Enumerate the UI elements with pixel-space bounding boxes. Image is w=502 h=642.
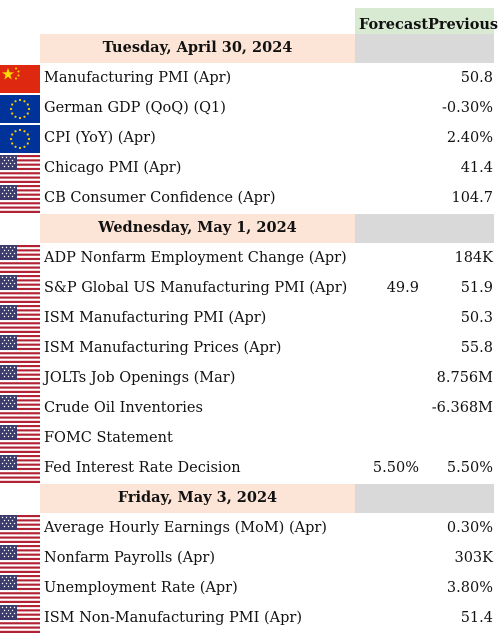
event-row: German GDP (QoQ) (Q1) -0.30% [0, 94, 502, 124]
us-flag-icon [0, 185, 40, 213]
previous-value: 55.8 [460, 340, 493, 356]
date-header-row: Tuesday, April 30, 2024 [0, 34, 502, 64]
event-row: ISM Manufacturing Prices (Apr) 55.8 [0, 334, 502, 364]
date-header-row: Friday, May 3, 2024 [0, 484, 502, 514]
previous-value: 0.30% [446, 520, 493, 536]
date-label: Wednesday, May 1, 2024 [98, 219, 297, 236]
event-row: S&P Global US Manufacturing PMI (Apr) 49.… [0, 274, 502, 304]
us-flag-icon [0, 425, 40, 453]
us-flag-icon [0, 545, 40, 573]
event-name: ADP Nonfarm Employment Change (Apr) [44, 250, 347, 266]
event-name: S&P Global US Manufacturing PMI (Apr) [44, 280, 348, 296]
event-name: ISM Non-Manufacturing PMI (Apr) [44, 610, 302, 626]
previous-value: 41.4 [460, 160, 493, 176]
event-name: Average Hourly Earnings (MoM) (Apr) [44, 520, 327, 536]
us-flag-icon [0, 335, 40, 363]
cn-flag-icon [0, 65, 40, 93]
previous-value: 303K [454, 550, 493, 566]
previous-value: 50.8 [460, 70, 493, 86]
column-header-row: Forecast Previous [0, 0, 502, 40]
event-name: JOLTs Job Openings (Mar) [44, 370, 236, 386]
forecast-value: 49.9 [386, 280, 419, 296]
event-row: Nonfarm Payrolls (Apr) 303K [0, 544, 502, 574]
previous-column-header: Previous [428, 16, 499, 33]
us-flag-icon [0, 275, 40, 303]
us-flag-icon [0, 305, 40, 333]
us-flag-icon [0, 365, 40, 393]
event-row: FOMC Statement [0, 424, 502, 454]
date-label: Friday, May 3, 2024 [117, 489, 278, 506]
us-flag-icon [0, 245, 40, 273]
previous-value: 3.80% [446, 580, 493, 596]
event-name: Chicago PMI (Apr) [44, 160, 182, 176]
us-flag-icon [0, 605, 40, 633]
event-row: CB Consumer Confidence (Apr) 104.7 [0, 184, 502, 214]
event-row: ISM Non-Manufacturing PMI (Apr) 51.4 [0, 604, 502, 634]
event-name: ISM Manufacturing Prices (Apr) [44, 340, 282, 356]
event-row: CPI (YoY) (Apr) 2.40% [0, 124, 502, 154]
us-flag-icon [0, 455, 40, 483]
event-name: CPI (YoY) (Apr) [44, 130, 156, 146]
date-value-band [355, 484, 494, 513]
eu-flag-icon [0, 125, 40, 153]
previous-value: 50.3 [460, 310, 493, 326]
eu-flag-icon [0, 95, 40, 123]
event-row: Crude Oil Inventories -6.368M [0, 394, 502, 424]
event-row: ISM Manufacturing PMI (Apr) 50.3 [0, 304, 502, 334]
previous-value: 51.4 [460, 610, 493, 626]
us-flag-icon [0, 575, 40, 603]
event-name: ISM Manufacturing PMI (Apr) [44, 310, 267, 326]
event-row: Unemployment Rate (Apr) 3.80% [0, 574, 502, 604]
event-row: Fed Interest Rate Decision 5.50% 5.50% [0, 454, 502, 484]
event-name: German GDP (QoQ) (Q1) [44, 100, 226, 116]
event-name: Crude Oil Inventories [44, 400, 203, 416]
previous-value: 104.7 [451, 190, 493, 206]
event-name: Manufacturing PMI (Apr) [44, 70, 232, 86]
date-label: Tuesday, April 30, 2024 [102, 39, 293, 56]
event-row: ADP Nonfarm Employment Change (Apr) 184K [0, 244, 502, 274]
event-row: JOLTs Job Openings (Mar) 8.756M [0, 364, 502, 394]
forecast-value: 5.50% [372, 460, 419, 476]
date-header-row: Wednesday, May 1, 2024 [0, 214, 502, 244]
previous-value: 184K [454, 250, 493, 266]
previous-value: 51.9 [460, 280, 493, 296]
previous-value: 2.40% [446, 130, 493, 146]
previous-value: 5.50% [446, 460, 493, 476]
date-band [40, 214, 355, 243]
event-row: Chicago PMI (Apr) 41.4 [0, 154, 502, 184]
date-value-band [355, 214, 494, 243]
event-row: Average Hourly Earnings (MoM) (Apr) 0.30% [0, 514, 502, 544]
previous-value: 8.756M [436, 370, 493, 386]
us-flag-icon [0, 395, 40, 423]
us-flag-icon [0, 515, 40, 543]
event-name: Unemployment Rate (Apr) [44, 580, 238, 596]
previous-value: -0.30% [442, 100, 493, 116]
event-name: Fed Interest Rate Decision [44, 460, 241, 476]
us-flag-icon [0, 155, 40, 183]
event-row: Manufacturing PMI (Apr) 50.8 [0, 64, 502, 94]
date-band [40, 34, 355, 63]
forecast-column-header: Forecast [359, 16, 429, 33]
previous-value: -6.368M [431, 400, 493, 416]
date-band [40, 484, 355, 513]
event-name: Nonfarm Payrolls (Apr) [44, 550, 215, 566]
event-name: CB Consumer Confidence (Apr) [44, 190, 276, 206]
date-value-band [355, 34, 494, 63]
event-name: FOMC Statement [44, 430, 173, 446]
